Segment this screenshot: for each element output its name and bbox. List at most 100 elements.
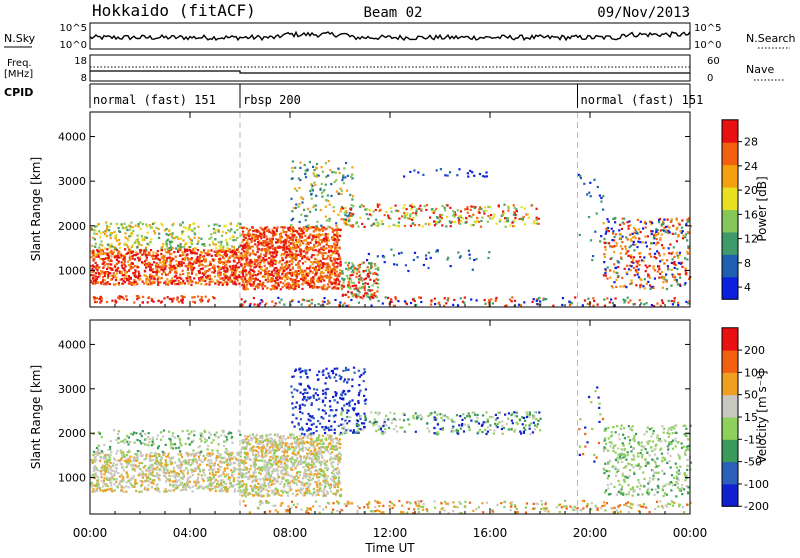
power-echo — [299, 245, 301, 247]
power-echo — [282, 226, 284, 228]
power-echo — [110, 259, 112, 261]
power-echo — [311, 198, 313, 200]
power-echo — [513, 211, 515, 213]
power-echo — [423, 264, 425, 266]
power-echo — [197, 226, 199, 228]
power-echo — [405, 264, 407, 266]
power-echo — [115, 248, 117, 250]
freq-tick-bottom: 8 — [81, 73, 87, 84]
power-echo — [268, 270, 270, 272]
power-echo — [152, 223, 154, 225]
power-echo — [293, 236, 295, 238]
power-echo — [612, 286, 614, 288]
power-echo — [454, 221, 456, 223]
power-echo — [481, 217, 483, 219]
power-echo — [100, 240, 102, 242]
velocity-echo — [138, 491, 140, 493]
power-echo — [358, 271, 360, 273]
power-echo — [404, 225, 406, 227]
power-echo — [343, 218, 345, 220]
power-echo — [241, 284, 243, 286]
velocity-echo — [186, 452, 188, 454]
power-echo — [489, 206, 491, 208]
power-echo — [197, 243, 199, 245]
velocity-echo — [185, 443, 187, 445]
velocity-echo — [135, 460, 137, 462]
power-echo — [395, 205, 397, 207]
power-echo — [468, 250, 470, 252]
power-echo — [265, 303, 267, 305]
power-echo — [260, 242, 262, 244]
velocity-echo — [104, 467, 106, 469]
power-echo — [352, 295, 354, 297]
power-echo — [308, 248, 310, 250]
power-echo — [318, 269, 320, 271]
power-echo — [426, 204, 428, 206]
power-echo — [287, 272, 289, 274]
velocity-echo — [207, 445, 209, 447]
power-echo — [514, 300, 516, 302]
velocity-echo — [202, 436, 204, 438]
velocity-echo — [228, 433, 230, 435]
power-echo — [304, 173, 306, 175]
power-echo — [621, 236, 623, 238]
power-echo — [260, 233, 262, 235]
power-echo — [186, 254, 188, 256]
power-echo — [611, 246, 613, 248]
power-echo — [390, 298, 392, 300]
velocity-echo — [206, 454, 208, 456]
power-echo — [305, 252, 307, 254]
velocity-echo — [146, 468, 148, 470]
velocity-echo — [187, 460, 189, 462]
power-echo — [168, 229, 170, 231]
power-echo — [145, 254, 147, 256]
power-echo — [116, 272, 118, 274]
power-echo — [118, 251, 120, 253]
velocity-echo — [172, 435, 174, 437]
velocity-echo — [94, 465, 96, 467]
power-echo — [236, 268, 238, 270]
velocity-echo — [201, 477, 203, 479]
velocity-echo — [163, 429, 165, 431]
velocity-echo — [93, 474, 95, 476]
power-echo — [322, 272, 324, 274]
y-tick-label: 3000 — [58, 175, 86, 188]
velocity-echo — [100, 457, 102, 459]
power-echo — [659, 260, 661, 262]
power-echo — [306, 169, 308, 171]
velocity-echo — [109, 488, 111, 490]
power-echo — [256, 285, 258, 287]
power-echo — [656, 250, 658, 252]
power-echo — [618, 229, 620, 231]
power-echo — [320, 280, 322, 282]
power-echo — [409, 205, 411, 207]
power-echo — [538, 223, 540, 225]
power-echo — [128, 270, 130, 272]
power-echo — [195, 262, 197, 264]
power-echo — [169, 257, 171, 259]
power-echo — [615, 233, 617, 235]
velocity-echo — [103, 473, 105, 475]
power-echo — [281, 277, 283, 279]
power-echo — [334, 272, 336, 274]
power-echo — [125, 227, 127, 229]
power-echo — [484, 206, 486, 208]
power-echo — [371, 305, 373, 307]
velocity-echo — [192, 474, 194, 476]
power-echo — [239, 227, 241, 229]
power-echo — [653, 236, 655, 238]
power-echo — [304, 235, 306, 237]
velocity-echo — [141, 491, 143, 493]
power-echo — [185, 227, 187, 229]
power-echo — [327, 300, 329, 302]
power-echo — [151, 275, 153, 277]
power-echo — [262, 275, 264, 277]
power-echo — [350, 213, 352, 215]
power-echo — [308, 283, 310, 285]
power-echo — [141, 235, 143, 237]
power-echo — [259, 268, 261, 270]
power-echo — [145, 280, 147, 282]
power-echo — [300, 214, 302, 216]
velocity-echo — [231, 471, 233, 473]
power-echo — [180, 238, 182, 240]
